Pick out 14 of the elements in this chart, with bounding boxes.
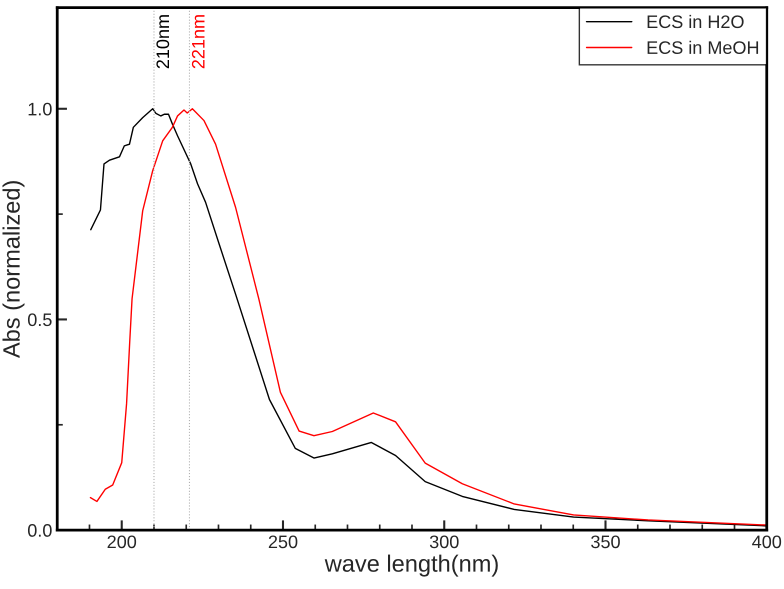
x-tick-label: 350: [591, 535, 620, 548]
ref-line-label: 210nm: [156, 15, 170, 68]
y-tick-label: 0.5: [28, 313, 52, 326]
x-tick-label: 250: [268, 535, 298, 548]
x-tick-label: 300: [430, 535, 459, 548]
ref-line-label: 221nm: [192, 15, 204, 68]
legend-label: ECS in H2O: [648, 14, 744, 28]
y-axis-title: Abs (normalized): [2, 181, 24, 358]
x-tick-label: 200: [108, 535, 136, 548]
x-tick-label: 400: [752, 535, 782, 548]
y-tick-label: 0.0: [28, 524, 52, 537]
x-axis-title: wave length(nm): [324, 554, 498, 577]
legend-label: ECS in MeOH: [648, 40, 758, 54]
y-tick-label: 1.0: [28, 102, 52, 116]
